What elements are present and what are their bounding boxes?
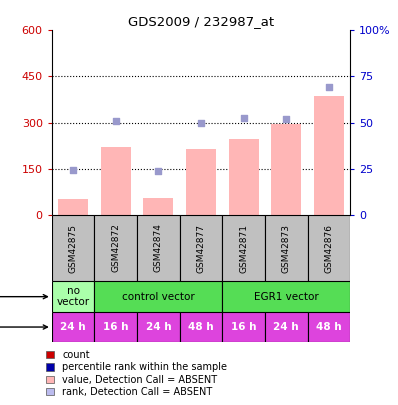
Text: 24 h: 24 h — [273, 322, 299, 332]
Text: GSM42877: GSM42877 — [197, 224, 205, 273]
Bar — [137, 312, 179, 342]
Bar — [94, 215, 137, 281]
Text: infection: infection — [0, 292, 47, 302]
Point — [155, 168, 162, 174]
Bar — [101, 147, 131, 215]
Bar — [222, 281, 350, 312]
Text: control vector: control vector — [122, 292, 195, 302]
Text: GSM42876: GSM42876 — [324, 224, 334, 273]
Text: no
vector: no vector — [57, 286, 90, 307]
Bar — [265, 312, 308, 342]
Point — [113, 118, 119, 124]
Text: 24 h: 24 h — [146, 322, 171, 332]
Text: GSM42874: GSM42874 — [154, 224, 163, 273]
Text: GSM42873: GSM42873 — [282, 224, 291, 273]
Bar — [265, 215, 308, 281]
Bar — [229, 139, 259, 215]
Point — [326, 84, 332, 90]
Text: 16 h: 16 h — [231, 322, 256, 332]
Text: GSM42871: GSM42871 — [239, 224, 248, 273]
Bar — [271, 124, 301, 215]
Bar — [222, 215, 265, 281]
Text: 48 h: 48 h — [188, 322, 214, 332]
Bar — [308, 312, 350, 342]
Bar — [52, 312, 94, 342]
Bar — [308, 215, 350, 281]
Bar — [186, 149, 216, 215]
Bar — [52, 215, 94, 281]
Text: GSM42872: GSM42872 — [111, 224, 120, 273]
Bar — [52, 281, 94, 312]
Text: EGR1 vector: EGR1 vector — [254, 292, 319, 302]
Text: 24 h: 24 h — [60, 322, 86, 332]
Bar — [314, 96, 344, 215]
Bar — [94, 281, 222, 312]
Bar — [143, 198, 173, 215]
Text: GSM42875: GSM42875 — [68, 224, 78, 273]
Text: 48 h: 48 h — [316, 322, 342, 332]
Point — [198, 120, 204, 126]
Text: 16 h: 16 h — [103, 322, 129, 332]
Bar — [94, 312, 137, 342]
Text: time: time — [0, 322, 47, 332]
Legend: count, percentile rank within the sample, value, Detection Call = ABSENT, rank, : count, percentile rank within the sample… — [45, 349, 228, 398]
Bar — [58, 199, 88, 215]
Bar — [137, 215, 179, 281]
Bar — [179, 215, 222, 281]
Bar — [179, 312, 222, 342]
Point — [283, 115, 289, 122]
Bar — [222, 312, 265, 342]
Point — [240, 115, 247, 122]
Title: GDS2009 / 232987_at: GDS2009 / 232987_at — [128, 15, 274, 28]
Point — [70, 167, 76, 173]
